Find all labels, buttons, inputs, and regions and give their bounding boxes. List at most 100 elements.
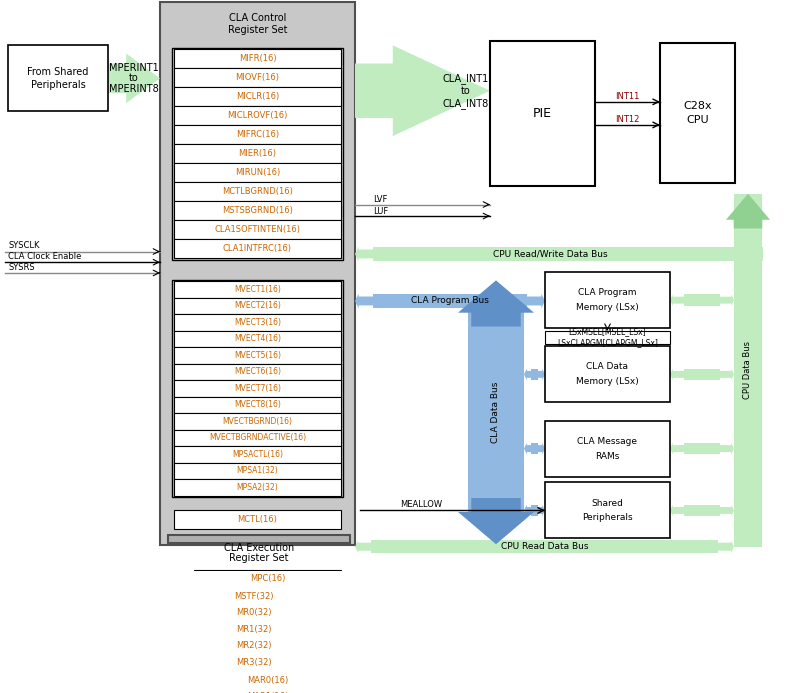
Text: LVF: LVF: [373, 195, 387, 204]
Polygon shape: [720, 295, 734, 306]
Text: MVECT3(16): MVECT3(16): [234, 318, 281, 327]
Bar: [174, 144, 341, 164]
Text: CLA Program Bus: CLA Program Bus: [411, 297, 489, 306]
Polygon shape: [716, 247, 734, 261]
Text: CLA1INTFRC(16): CLA1INTFRC(16): [223, 244, 292, 253]
Polygon shape: [355, 294, 373, 308]
Polygon shape: [527, 294, 545, 308]
Text: MVECTBGRNDACTIVE(16): MVECTBGRNDACTIVE(16): [209, 433, 306, 442]
Text: MR0(32): MR0(32): [236, 608, 271, 617]
Bar: [373, 294, 527, 308]
Text: MVECT6(16): MVECT6(16): [234, 367, 281, 376]
Bar: [174, 396, 341, 413]
Text: MVECTBGRND(16): MVECTBGRND(16): [222, 417, 293, 426]
Text: CLA Message: CLA Message: [578, 437, 638, 446]
Bar: [369, 624, 454, 635]
Bar: [545, 482, 670, 538]
Bar: [174, 87, 341, 107]
Text: CLA Control: CLA Control: [229, 13, 286, 23]
Bar: [194, 672, 341, 689]
Bar: [166, 604, 341, 621]
Text: MAR0(16): MAR0(16): [247, 676, 288, 685]
Text: MPERINT1: MPERINT1: [109, 62, 159, 73]
Text: MIOVF(16): MIOVF(16): [235, 73, 279, 82]
Bar: [174, 201, 341, 220]
Bar: [174, 281, 341, 298]
Polygon shape: [720, 505, 734, 516]
Text: INT11: INT11: [615, 92, 639, 101]
Bar: [172, 279, 343, 498]
Polygon shape: [670, 443, 684, 455]
Text: LSxCLAPGM[CLAPGM_LSx]: LSxCLAPGM[CLAPGM_LSx]: [557, 339, 658, 348]
Bar: [166, 588, 341, 604]
Text: CLA1SOFTINTEN(16): CLA1SOFTINTEN(16): [215, 225, 301, 234]
Bar: [684, 505, 720, 516]
Text: MR3(32): MR3(32): [236, 658, 271, 667]
Polygon shape: [720, 369, 734, 380]
Text: CPU: CPU: [686, 114, 709, 125]
Bar: [468, 304, 524, 521]
Bar: [174, 430, 341, 446]
Text: CLA_INT1: CLA_INT1: [442, 73, 488, 84]
Text: MPSACTL(16): MPSACTL(16): [232, 450, 283, 459]
Bar: [174, 479, 341, 495]
Text: MCTLBGRND(16): MCTLBGRND(16): [222, 187, 293, 196]
Bar: [734, 194, 762, 547]
Bar: [194, 570, 341, 586]
Polygon shape: [355, 540, 371, 553]
Text: Memory (LSx): Memory (LSx): [576, 377, 639, 386]
Text: CLA Data: CLA Data: [586, 362, 629, 371]
Polygon shape: [726, 194, 770, 229]
Text: MAR1(16): MAR1(16): [247, 692, 288, 693]
Bar: [174, 125, 341, 144]
Bar: [174, 446, 341, 463]
Polygon shape: [524, 505, 538, 516]
Text: MIER(16): MIER(16): [238, 149, 276, 158]
Bar: [545, 272, 670, 328]
Text: MVECT4(16): MVECT4(16): [234, 335, 281, 344]
Polygon shape: [531, 443, 545, 455]
Bar: [174, 413, 341, 430]
Text: CLA Clock Enable: CLA Clock Enable: [8, 252, 81, 261]
Bar: [174, 364, 341, 380]
Text: MVECT5(16): MVECT5(16): [234, 351, 281, 360]
Text: Register Set: Register Set: [230, 553, 289, 563]
Text: MIFR(16): MIFR(16): [239, 55, 276, 64]
Bar: [684, 369, 720, 380]
Text: CLA Data Bus: CLA Data Bus: [492, 382, 500, 443]
Bar: [174, 220, 341, 239]
Text: PIE: PIE: [533, 107, 552, 120]
Bar: [174, 511, 341, 529]
Text: INT12: INT12: [615, 116, 639, 125]
Text: LSxMSEL[MSEL_LSx]: LSxMSEL[MSEL_LSx]: [569, 327, 646, 336]
Bar: [174, 463, 341, 479]
Bar: [545, 421, 670, 477]
Text: MVECT1(16): MVECT1(16): [234, 285, 281, 294]
Bar: [168, 535, 350, 543]
Polygon shape: [524, 443, 538, 455]
Bar: [174, 331, 341, 347]
Bar: [531, 443, 538, 455]
Bar: [174, 298, 341, 314]
Bar: [531, 369, 538, 380]
Text: Peripherals: Peripherals: [582, 514, 633, 523]
Polygon shape: [670, 369, 684, 380]
Polygon shape: [355, 45, 490, 136]
Bar: [490, 41, 595, 186]
Bar: [684, 443, 720, 455]
Bar: [160, 3, 355, 545]
Bar: [371, 540, 718, 553]
Bar: [194, 689, 341, 693]
Polygon shape: [531, 505, 545, 516]
Text: Memory (LSx): Memory (LSx): [576, 303, 639, 312]
Text: MVECT7(16): MVECT7(16): [234, 384, 281, 393]
Text: CPU Read Data Bus: CPU Read Data Bus: [501, 542, 589, 551]
Text: CLA Execution: CLA Execution: [224, 543, 294, 552]
Bar: [172, 48, 343, 260]
Text: Shared: Shared: [592, 498, 623, 507]
Text: LUF: LUF: [373, 207, 388, 216]
Text: SYSRS: SYSRS: [8, 263, 35, 272]
Bar: [174, 69, 341, 87]
Text: CPU Read/Write Data Bus: CPU Read/Write Data Bus: [492, 249, 608, 258]
Polygon shape: [727, 247, 745, 261]
